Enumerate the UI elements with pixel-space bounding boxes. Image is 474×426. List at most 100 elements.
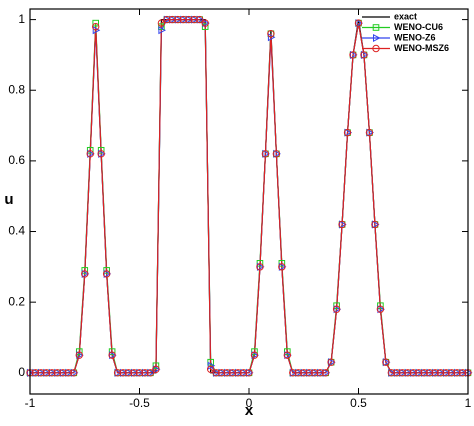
marker (278, 262, 287, 271)
marker (103, 269, 112, 278)
marker (272, 150, 281, 158)
marker (278, 263, 286, 271)
y-tick-label: 0.4 (8, 224, 25, 238)
marker (251, 351, 260, 360)
marker (53, 369, 62, 377)
marker (332, 305, 341, 313)
marker (206, 365, 215, 373)
marker (283, 351, 292, 359)
marker (92, 26, 101, 35)
y-tick-label: 1 (18, 12, 25, 26)
marker (196, 15, 204, 24)
marker (168, 15, 177, 24)
marker (409, 369, 417, 377)
marker (201, 19, 209, 27)
marker (113, 369, 122, 377)
marker (163, 15, 172, 24)
marker (365, 128, 374, 137)
marker (228, 369, 237, 377)
marker (190, 15, 198, 24)
marker (366, 128, 375, 137)
marker (289, 369, 297, 377)
marker (267, 33, 276, 42)
marker (311, 369, 319, 377)
marker (267, 30, 275, 38)
marker (333, 305, 342, 314)
y-tick-label: 0 (18, 365, 25, 379)
marker (376, 305, 385, 313)
x-tick-label: 1 (465, 396, 472, 410)
marker (344, 128, 353, 137)
marker (59, 369, 67, 377)
marker (42, 369, 51, 377)
legend-marker (372, 24, 380, 31)
marker (245, 369, 253, 377)
marker (97, 150, 105, 158)
marker (114, 368, 123, 377)
marker (261, 150, 270, 158)
x-tick-label: 0 (246, 396, 253, 410)
legend-label: WENO-MSZ6 (394, 43, 449, 53)
marker (273, 149, 281, 158)
marker (453, 369, 461, 377)
y-axis-label: u (4, 191, 13, 208)
marker (360, 51, 368, 59)
marker (343, 128, 352, 137)
marker (185, 15, 193, 24)
marker (350, 50, 358, 59)
marker (415, 369, 423, 377)
marker (388, 368, 396, 377)
marker (217, 369, 226, 377)
legend-marker (373, 33, 381, 43)
marker (158, 26, 166, 35)
series-line (30, 18, 468, 374)
marker (109, 351, 117, 360)
marker (371, 220, 379, 229)
marker (152, 365, 161, 374)
marker (75, 351, 83, 359)
marker (239, 369, 248, 377)
marker (146, 369, 155, 377)
marker (179, 15, 188, 24)
marker (250, 351, 259, 359)
marker (174, 15, 182, 24)
marker (207, 361, 216, 370)
series-line (30, 18, 468, 374)
marker (354, 19, 363, 27)
marker (31, 369, 40, 377)
marker (458, 369, 467, 377)
marker (76, 351, 84, 360)
marker (81, 270, 89, 278)
marker (387, 369, 396, 377)
marker (327, 358, 335, 366)
marker (371, 220, 380, 229)
legend-label: WENO-CU6 (394, 22, 443, 32)
marker (284, 351, 292, 360)
marker (86, 150, 94, 158)
marker (98, 149, 106, 158)
marker (130, 369, 138, 377)
marker (382, 358, 391, 367)
marker (70, 369, 78, 377)
legend-label: exact (394, 11, 417, 21)
marker (64, 369, 73, 377)
marker (294, 369, 302, 377)
x-tick-label: -0.5 (129, 396, 150, 410)
marker (339, 220, 347, 229)
legend-label: WENO-Z6 (394, 32, 436, 42)
marker (398, 369, 406, 377)
marker (431, 369, 439, 377)
marker (163, 15, 171, 24)
marker (212, 369, 220, 377)
marker (87, 149, 95, 158)
marker (223, 369, 231, 377)
marker (152, 365, 160, 373)
marker (305, 369, 313, 377)
marker (349, 51, 357, 59)
marker (234, 369, 242, 377)
marker (135, 369, 144, 377)
marker (425, 369, 434, 377)
y-tick-label: 0.2 (8, 294, 25, 308)
marker (377, 305, 385, 314)
marker (393, 369, 401, 377)
